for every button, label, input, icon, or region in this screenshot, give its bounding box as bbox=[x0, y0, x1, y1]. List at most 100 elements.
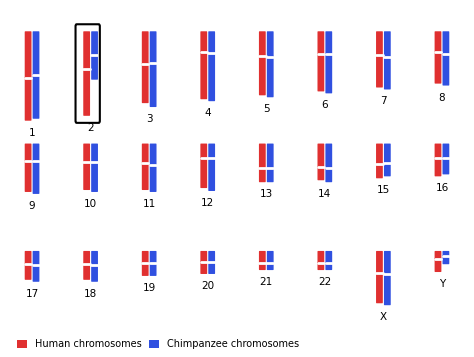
FancyBboxPatch shape bbox=[91, 251, 98, 266]
FancyBboxPatch shape bbox=[201, 31, 207, 53]
FancyBboxPatch shape bbox=[443, 157, 449, 175]
FancyBboxPatch shape bbox=[91, 144, 98, 163]
Text: 3: 3 bbox=[146, 114, 153, 124]
FancyBboxPatch shape bbox=[435, 144, 441, 159]
FancyBboxPatch shape bbox=[208, 52, 215, 101]
FancyBboxPatch shape bbox=[33, 31, 39, 76]
FancyBboxPatch shape bbox=[325, 53, 332, 94]
Text: 7: 7 bbox=[380, 96, 387, 106]
FancyBboxPatch shape bbox=[142, 251, 149, 264]
FancyBboxPatch shape bbox=[150, 31, 156, 64]
FancyBboxPatch shape bbox=[150, 263, 156, 276]
FancyBboxPatch shape bbox=[435, 52, 441, 84]
FancyBboxPatch shape bbox=[201, 157, 207, 188]
Text: 13: 13 bbox=[260, 189, 273, 199]
FancyBboxPatch shape bbox=[83, 251, 90, 265]
FancyBboxPatch shape bbox=[259, 144, 266, 169]
FancyBboxPatch shape bbox=[443, 144, 449, 159]
FancyBboxPatch shape bbox=[83, 263, 90, 280]
FancyBboxPatch shape bbox=[376, 251, 383, 274]
FancyBboxPatch shape bbox=[91, 265, 98, 282]
Text: 5: 5 bbox=[263, 104, 270, 114]
FancyBboxPatch shape bbox=[142, 31, 149, 65]
FancyBboxPatch shape bbox=[91, 31, 98, 56]
FancyBboxPatch shape bbox=[435, 251, 441, 259]
FancyBboxPatch shape bbox=[25, 160, 31, 192]
FancyBboxPatch shape bbox=[435, 258, 441, 272]
FancyBboxPatch shape bbox=[376, 54, 383, 87]
FancyBboxPatch shape bbox=[208, 262, 215, 274]
FancyBboxPatch shape bbox=[435, 31, 441, 53]
FancyBboxPatch shape bbox=[259, 168, 266, 182]
FancyBboxPatch shape bbox=[91, 161, 98, 192]
Text: 10: 10 bbox=[84, 199, 97, 209]
FancyBboxPatch shape bbox=[325, 168, 332, 182]
FancyBboxPatch shape bbox=[33, 74, 39, 119]
FancyBboxPatch shape bbox=[384, 144, 391, 164]
FancyBboxPatch shape bbox=[384, 56, 391, 90]
Text: 1: 1 bbox=[29, 128, 36, 138]
FancyBboxPatch shape bbox=[142, 262, 149, 276]
FancyBboxPatch shape bbox=[376, 31, 383, 56]
FancyBboxPatch shape bbox=[325, 31, 332, 55]
Text: 15: 15 bbox=[377, 185, 390, 195]
FancyBboxPatch shape bbox=[83, 144, 90, 163]
FancyBboxPatch shape bbox=[201, 51, 207, 99]
FancyBboxPatch shape bbox=[443, 251, 449, 257]
FancyBboxPatch shape bbox=[150, 251, 156, 264]
FancyBboxPatch shape bbox=[376, 272, 383, 303]
FancyBboxPatch shape bbox=[325, 144, 332, 169]
FancyBboxPatch shape bbox=[150, 62, 156, 107]
Text: 16: 16 bbox=[435, 183, 448, 193]
FancyBboxPatch shape bbox=[318, 144, 324, 168]
FancyBboxPatch shape bbox=[150, 144, 156, 166]
FancyBboxPatch shape bbox=[443, 31, 449, 55]
FancyBboxPatch shape bbox=[384, 273, 391, 305]
FancyBboxPatch shape bbox=[208, 157, 215, 191]
Text: 4: 4 bbox=[204, 108, 211, 118]
FancyBboxPatch shape bbox=[201, 144, 207, 159]
FancyBboxPatch shape bbox=[259, 262, 266, 270]
Text: 8: 8 bbox=[438, 92, 445, 102]
Text: 6: 6 bbox=[321, 100, 328, 110]
Text: 22: 22 bbox=[318, 277, 331, 287]
FancyBboxPatch shape bbox=[376, 164, 383, 178]
FancyBboxPatch shape bbox=[25, 31, 31, 79]
FancyBboxPatch shape bbox=[325, 251, 332, 263]
FancyBboxPatch shape bbox=[208, 251, 215, 263]
FancyBboxPatch shape bbox=[318, 54, 324, 91]
FancyBboxPatch shape bbox=[33, 265, 39, 282]
FancyBboxPatch shape bbox=[201, 251, 207, 263]
FancyBboxPatch shape bbox=[208, 31, 215, 53]
FancyBboxPatch shape bbox=[267, 168, 273, 182]
FancyBboxPatch shape bbox=[267, 262, 273, 270]
FancyBboxPatch shape bbox=[384, 31, 391, 58]
FancyBboxPatch shape bbox=[267, 144, 273, 169]
FancyBboxPatch shape bbox=[25, 77, 31, 121]
FancyBboxPatch shape bbox=[259, 251, 266, 264]
FancyBboxPatch shape bbox=[318, 251, 324, 263]
FancyBboxPatch shape bbox=[25, 263, 31, 280]
FancyBboxPatch shape bbox=[376, 144, 383, 165]
Text: 19: 19 bbox=[143, 283, 156, 293]
FancyBboxPatch shape bbox=[443, 255, 449, 264]
Text: 11: 11 bbox=[143, 199, 156, 209]
FancyBboxPatch shape bbox=[208, 144, 215, 159]
Text: 12: 12 bbox=[201, 198, 214, 208]
FancyBboxPatch shape bbox=[91, 55, 98, 80]
Text: 18: 18 bbox=[84, 289, 97, 299]
FancyBboxPatch shape bbox=[83, 31, 90, 70]
FancyBboxPatch shape bbox=[150, 164, 156, 192]
Text: Y: Y bbox=[439, 279, 445, 289]
FancyBboxPatch shape bbox=[83, 161, 90, 190]
FancyBboxPatch shape bbox=[318, 262, 324, 270]
FancyBboxPatch shape bbox=[267, 31, 273, 57]
FancyBboxPatch shape bbox=[443, 54, 449, 86]
FancyBboxPatch shape bbox=[259, 31, 266, 57]
Text: X: X bbox=[380, 312, 387, 322]
FancyBboxPatch shape bbox=[267, 56, 273, 97]
FancyBboxPatch shape bbox=[318, 166, 324, 180]
Legend: Human chromosomes, Chimpanzee chromosomes: Human chromosomes, Chimpanzee chromosome… bbox=[17, 340, 299, 350]
Text: 14: 14 bbox=[318, 189, 331, 199]
FancyBboxPatch shape bbox=[142, 63, 149, 103]
